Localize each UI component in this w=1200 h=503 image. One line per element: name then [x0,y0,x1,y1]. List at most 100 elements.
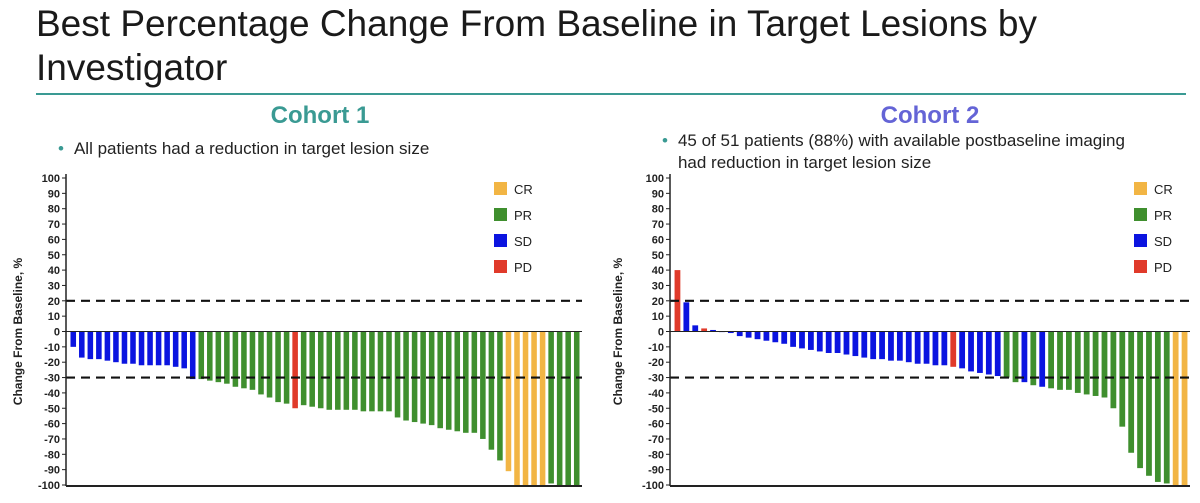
bar-sd [164,331,170,366]
bar-sd [799,331,805,349]
y-tick-label: -20 [648,357,664,369]
legend-label-cr: CR [1154,182,1173,197]
bar-cr [531,331,537,485]
y-tick-label: -100 [38,480,60,492]
bar-sd [914,331,921,364]
bar-sd [736,331,743,337]
bar-pr [1074,331,1081,393]
bar-pr [1057,331,1063,390]
bar-pr [565,331,571,485]
bar-sd [683,302,690,332]
bar-sd [692,325,699,332]
bar-pr [454,331,461,432]
bar-pr [258,331,264,395]
legend-label-pr: PR [1154,208,1172,223]
bar-pr [198,331,205,380]
cohort-1-waterfall-chart: Change From Baseline, %10090807060504030… [11,173,582,492]
legend-swatch-cr [1134,182,1147,195]
y-tick-label: -70 [44,434,60,446]
bar-sd [181,331,187,369]
y-axis-label: Change From Baseline, % [11,257,25,405]
bar-pr [445,331,452,430]
legend-label-cr: CR [514,182,533,197]
bar-sd [727,331,734,334]
bar-sd [710,329,716,332]
bar-sd [994,331,1001,377]
bar-sd [852,331,859,357]
bar-sd [189,331,196,380]
bar-sd [96,331,102,360]
y-tick-label: -50 [44,403,60,415]
bar-pr [1092,331,1099,396]
bar-sd [781,331,788,344]
y-tick-label: 50 [48,250,60,262]
bar-pr [1154,331,1161,482]
bar-pr [1163,331,1170,484]
cohort-2-waterfall-chart: Change From Baseline, %10090807060504030… [611,173,1190,492]
bar-pr [1137,331,1143,469]
bar-sd [772,331,779,343]
bar-pr [480,331,486,439]
y-tick-label: 100 [646,173,664,185]
bar-sd [121,331,128,364]
bar-pr [1128,331,1135,453]
bar-sd [147,331,153,366]
y-tick-label: 0 [658,327,664,339]
y-tick-label: 10 [48,311,60,323]
legend-label-sd: SD [514,234,532,249]
bar-pr [215,331,222,383]
legend-label-pd: PD [514,260,532,275]
bar-pr [249,331,256,390]
bar-pr [1083,331,1090,395]
bar-sd [790,331,796,347]
bar-pd [701,328,708,332]
bar-pr [275,331,281,403]
bar-pr [1101,331,1108,398]
bar-pr [471,331,478,433]
bar-pr [556,331,563,485]
y-tick-label: 40 [652,265,664,277]
bar-pr [207,331,213,381]
y-tick-label: 10 [652,311,664,323]
bar-sd [155,331,162,366]
bar-pr [283,331,290,404]
bar-cr [1172,331,1179,485]
bar-sd [985,331,992,375]
y-tick-label: 60 [48,234,60,246]
bar-sd [879,331,885,360]
bar-sd [923,331,930,364]
bar-sd [861,331,868,358]
y-tick-label: 50 [652,250,664,262]
bar-pr [488,331,495,450]
bar-cr [522,331,529,485]
bar-sd [825,331,832,353]
bar-sd [79,331,85,358]
bullet-dot-icon: • [58,139,64,158]
bar-pr [420,331,426,424]
bar-sd [834,331,841,353]
bar-sd [843,331,850,355]
y-tick-label: -80 [648,449,664,461]
bar-pr [1119,331,1126,427]
bar-pr [437,331,443,429]
bar-cr [505,331,512,472]
bar-pr [463,331,469,433]
bar-sd [896,331,903,361]
bar-sd [816,331,823,352]
y-tick-label: -90 [648,465,664,477]
bar-pr [497,331,503,461]
bar-sd [968,331,974,372]
legend-swatch-pr [1134,208,1147,221]
y-tick-label: 30 [652,280,664,292]
y-tick-label: -30 [648,373,664,385]
y-tick-label: -100 [642,480,664,492]
bar-pr [377,331,384,412]
legend-swatch-cr [494,182,507,195]
legend-swatch-pd [494,260,507,273]
bar-pr [403,331,409,421]
bar-sd [932,331,939,366]
y-tick-label: 70 [652,219,664,231]
bar-cr [514,331,520,485]
bar-pr [1048,331,1054,389]
bar-sd [87,331,94,360]
